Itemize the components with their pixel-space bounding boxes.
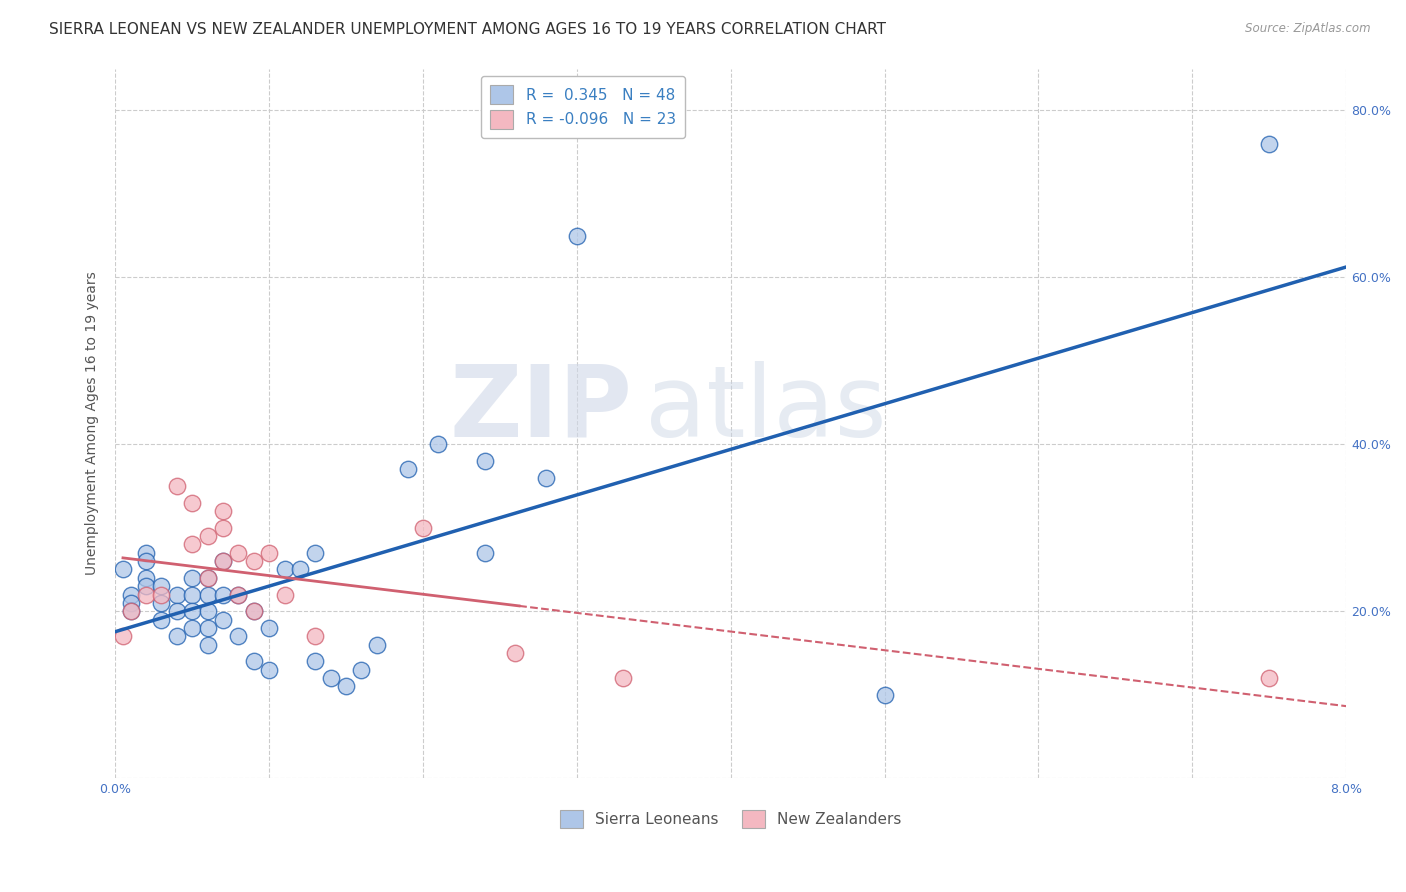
Point — [197, 571, 219, 585]
Point — [304, 654, 326, 668]
Point — [181, 496, 204, 510]
Point — [197, 571, 219, 585]
Point — [197, 604, 219, 618]
Point — [150, 588, 173, 602]
Point — [412, 521, 434, 535]
Point — [166, 629, 188, 643]
Point — [135, 571, 157, 585]
Point — [612, 671, 634, 685]
Point — [212, 613, 235, 627]
Point — [273, 588, 295, 602]
Point — [166, 604, 188, 618]
Point — [150, 613, 173, 627]
Point — [1258, 136, 1281, 151]
Point — [212, 588, 235, 602]
Point — [120, 604, 142, 618]
Point — [396, 462, 419, 476]
Y-axis label: Unemployment Among Ages 16 to 19 years: Unemployment Among Ages 16 to 19 years — [86, 271, 100, 575]
Text: atlas: atlas — [644, 360, 886, 458]
Point — [150, 579, 173, 593]
Point — [181, 571, 204, 585]
Point — [304, 546, 326, 560]
Legend: Sierra Leoneans, New Zealanders: Sierra Leoneans, New Zealanders — [554, 804, 907, 834]
Point — [135, 554, 157, 568]
Point — [304, 629, 326, 643]
Point — [197, 638, 219, 652]
Point — [197, 588, 219, 602]
Point — [228, 588, 250, 602]
Text: Source: ZipAtlas.com: Source: ZipAtlas.com — [1246, 22, 1371, 36]
Point — [111, 562, 134, 576]
Point — [150, 596, 173, 610]
Point — [273, 562, 295, 576]
Point — [474, 454, 496, 468]
Text: SIERRA LEONEAN VS NEW ZEALANDER UNEMPLOYMENT AMONG AGES 16 TO 19 YEARS CORRELATI: SIERRA LEONEAN VS NEW ZEALANDER UNEMPLOY… — [49, 22, 886, 37]
Point — [111, 629, 134, 643]
Point — [212, 521, 235, 535]
Point — [366, 638, 388, 652]
Point — [427, 437, 450, 451]
Point — [212, 554, 235, 568]
Point — [257, 663, 280, 677]
Point — [166, 479, 188, 493]
Point — [228, 629, 250, 643]
Point — [181, 621, 204, 635]
Point — [135, 588, 157, 602]
Point — [242, 654, 264, 668]
Point — [228, 588, 250, 602]
Point — [212, 504, 235, 518]
Point — [242, 554, 264, 568]
Point — [197, 529, 219, 543]
Point — [120, 604, 142, 618]
Point — [242, 604, 264, 618]
Point — [873, 688, 896, 702]
Point — [350, 663, 373, 677]
Point — [212, 554, 235, 568]
Point — [135, 546, 157, 560]
Point — [197, 621, 219, 635]
Point — [228, 546, 250, 560]
Point — [181, 588, 204, 602]
Text: ZIP: ZIP — [450, 360, 633, 458]
Point — [1258, 671, 1281, 685]
Point — [534, 470, 557, 484]
Point — [181, 537, 204, 551]
Point — [335, 679, 357, 693]
Point — [166, 588, 188, 602]
Point — [319, 671, 342, 685]
Point — [242, 604, 264, 618]
Point — [257, 546, 280, 560]
Point — [474, 546, 496, 560]
Point — [120, 596, 142, 610]
Point — [135, 579, 157, 593]
Point — [257, 621, 280, 635]
Point — [565, 228, 588, 243]
Point — [181, 604, 204, 618]
Point — [288, 562, 311, 576]
Point — [120, 588, 142, 602]
Point — [505, 646, 527, 660]
